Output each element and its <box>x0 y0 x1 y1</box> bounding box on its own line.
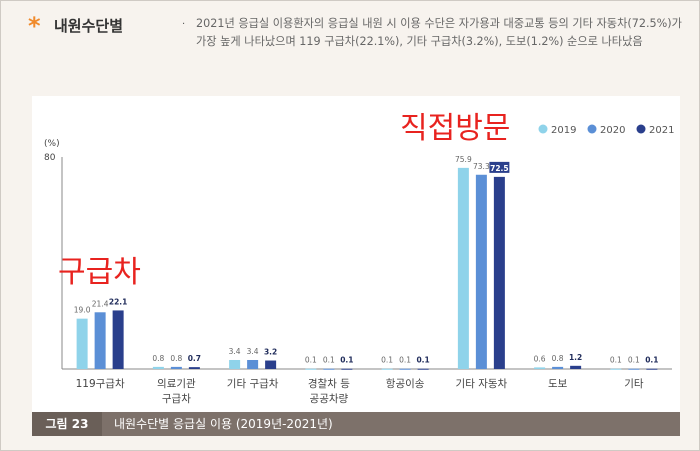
data-label: 0.1 <box>416 356 429 365</box>
data-label: 0.6 <box>534 354 546 363</box>
bar-2020 <box>170 366 182 369</box>
bar-2021 <box>112 310 124 369</box>
bar-2020 <box>323 368 335 370</box>
bar-2021 <box>493 176 505 369</box>
x-tick-label: 경찰차 등 <box>308 377 350 390</box>
x-tick-label: 의료기관 <box>157 378 196 390</box>
x-tick-label: 항공이송 <box>386 378 425 390</box>
bar-2021 <box>570 365 582 369</box>
legend-marker-2020 <box>587 124 597 134</box>
figure-caption: 그림 23 내원수단별 응급실 이용 (2019년-2021년) <box>32 412 680 436</box>
legend-label: 2021 <box>649 125 674 136</box>
bullet-icon: · <box>182 19 186 30</box>
x-tick-label: 기타 <box>624 378 644 390</box>
section-title: 내원수단별 <box>54 17 124 35</box>
data-label: 0.8 <box>552 354 564 363</box>
bar-2021 <box>188 367 200 369</box>
bar-2021 <box>341 368 353 370</box>
legend-marker-2019 <box>538 124 548 134</box>
figure-caption-text: 내원수단별 응급실 이용 (2019년-2021년) <box>114 417 333 431</box>
data-label: 21.4 <box>92 299 109 308</box>
overlay-annotation-ambulance: 구급차 <box>58 255 141 290</box>
chart-panel <box>32 96 680 412</box>
x-tick-label: 구급차 <box>162 393 191 405</box>
x-tick-label: 도보 <box>548 378 568 390</box>
legend-marker-2021 <box>636 124 646 134</box>
data-label: 1.2 <box>569 353 582 362</box>
data-label: 3.4 <box>229 347 241 356</box>
data-label: 0.1 <box>381 356 393 365</box>
bar-2019 <box>305 368 317 370</box>
data-label: 0.1 <box>305 356 317 365</box>
bar-2019 <box>610 368 622 370</box>
x-tick-label: 기타 구급차 <box>227 378 279 390</box>
bar-2021 <box>646 368 658 370</box>
bar-2019 <box>381 368 393 370</box>
bar-2020 <box>475 174 487 369</box>
data-label: 0.1 <box>399 356 411 365</box>
data-label: 0.1 <box>340 356 353 365</box>
data-label: 73.3 <box>473 162 490 171</box>
bar-2019 <box>534 367 546 369</box>
bar-2021 <box>265 360 277 369</box>
x-tick-label: 공공차량 <box>310 393 349 405</box>
data-label: 0.1 <box>645 356 658 365</box>
data-label: 3.4 <box>247 347 259 356</box>
highlight-label-box <box>489 161 510 173</box>
bar-2020 <box>94 312 106 369</box>
data-label: 0.8 <box>152 354 164 363</box>
legend-label: 2019 <box>551 125 576 136</box>
bar-2021 <box>417 368 429 370</box>
bar-2019 <box>457 167 469 369</box>
bar-2020 <box>247 359 259 369</box>
bar-2020 <box>399 368 411 370</box>
bar-2019 <box>229 359 241 369</box>
data-label: 72.5 <box>490 164 509 173</box>
bar-2020 <box>628 368 640 370</box>
data-label: 0.1 <box>628 356 640 365</box>
section-description: 2021년 응급실 이용환자의 응급실 내원 시 이용 수단은 자가용과 대중교… <box>196 17 682 48</box>
overlay-annotation-direct-visit: 직접방문 <box>400 111 510 146</box>
y-tick-label: 80 <box>44 153 56 163</box>
bar-2019 <box>152 366 164 369</box>
bar-2020 <box>552 366 564 369</box>
data-label: 19.0 <box>74 306 91 315</box>
figure-number: 그림 23 <box>32 412 102 436</box>
bar-2019 <box>76 318 88 369</box>
asterisk-icon: * <box>28 12 41 40</box>
x-tick-label: 기타 자동차 <box>456 378 508 390</box>
data-label: 3.2 <box>264 348 277 357</box>
data-label: 0.1 <box>323 356 335 365</box>
data-label: 0.7 <box>188 354 201 363</box>
data-label: 75.9 <box>455 155 472 164</box>
y-axis-label: (%) <box>44 139 60 149</box>
data-label: 0.1 <box>610 356 622 365</box>
legend-label: 2020 <box>600 125 625 136</box>
data-label: 0.8 <box>170 354 182 363</box>
data-label: 22.1 <box>109 297 128 306</box>
x-tick-label: 119구급차 <box>76 378 125 390</box>
